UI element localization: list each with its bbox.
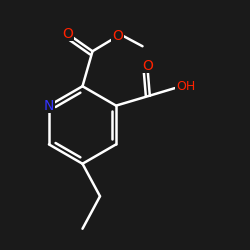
Text: O: O	[112, 29, 123, 43]
Text: O: O	[142, 58, 153, 72]
Text: O: O	[62, 27, 73, 41]
Text: OH: OH	[176, 80, 195, 93]
Text: N: N	[44, 98, 54, 112]
